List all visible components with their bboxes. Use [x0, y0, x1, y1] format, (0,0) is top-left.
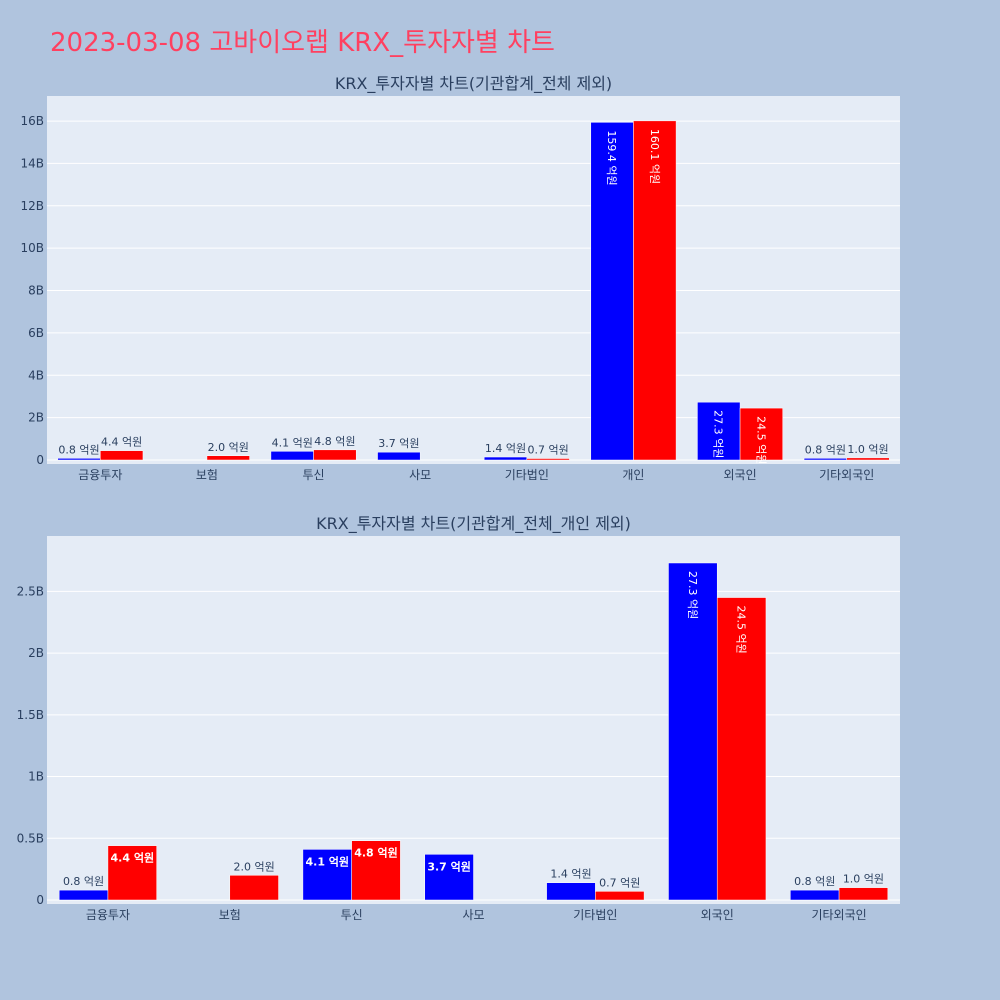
x-tick-label: 외국인 [724, 468, 757, 482]
bar [790, 889, 840, 901]
data-label: 27.3 억원 [686, 571, 699, 619]
x-tick-label: 사모 [462, 908, 484, 922]
data-label: 0.8 억원 [805, 443, 846, 456]
bar [377, 451, 421, 461]
bar [351, 840, 401, 901]
data-label: 0.8 억원 [794, 875, 835, 888]
bar [668, 562, 718, 901]
data-label: 1.4 억원 [485, 442, 526, 455]
data-label: 24.5 억원 [754, 416, 767, 464]
bar [57, 458, 101, 461]
x-tick-label: 사모 [409, 468, 431, 482]
bar [595, 891, 645, 901]
bar [100, 450, 144, 461]
x-tick-label: 기타법인 [505, 468, 549, 482]
bar [546, 882, 596, 901]
data-label: 4.1 억원 [272, 436, 313, 449]
bar [838, 887, 889, 901]
bar [302, 849, 352, 901]
bar [846, 457, 890, 461]
y-tick-label: 2B [28, 411, 44, 425]
y-tick-label: 4B [28, 368, 44, 382]
x-tick-label: 금융투자 [78, 468, 122, 482]
y-tick-label: 8B [28, 284, 44, 298]
bar [483, 456, 528, 461]
y-tick-label: 12B [20, 199, 44, 213]
y-tick-label: 0 [36, 893, 44, 907]
bar [313, 449, 357, 461]
data-label: 3.7 억원 [378, 437, 419, 450]
data-label: 4.8 억원 [354, 846, 398, 860]
chart-all-investors: KRX_투자자별 차트(기관합계_전체 제외) 0 2B 4B 6B 8B 10B 12B 14… [20, 74, 900, 482]
data-label: 0.7 억원 [528, 444, 569, 457]
y-tick-label: 1.5B [17, 708, 44, 722]
bar [526, 458, 570, 461]
chart-title: KRX_투자자별 차트(기관합계_전체 제외) [335, 74, 612, 94]
bar [424, 854, 474, 901]
y-tick-label: 2.5B [17, 584, 44, 598]
data-label: 0.8 억원 [58, 443, 99, 456]
y-tick-label: 16B [20, 114, 44, 128]
data-label: 160.1 억원 [648, 129, 661, 184]
x-tick-label: 개인 [622, 468, 644, 482]
data-label: 3.7 억원 [427, 859, 471, 873]
data-label: 1.0 억원 [847, 443, 888, 456]
y-tick-label: 10B [20, 241, 44, 255]
data-label: 4.8 억원 [314, 435, 355, 448]
data-label: 159.4 억원 [605, 130, 618, 185]
bar [107, 845, 157, 901]
bar [58, 889, 109, 901]
bar [803, 458, 847, 461]
data-label: 1.0 억원 [843, 873, 884, 886]
x-tick-label: 투신 [341, 908, 363, 922]
bar [590, 122, 634, 461]
x-tick-label: 보험 [219, 908, 241, 922]
plot-area [47, 96, 900, 464]
x-tick-label: 기타법인 [573, 908, 617, 922]
x-tick-label: 투신 [303, 468, 325, 482]
x-tick-label: 기타외국인 [819, 468, 874, 482]
y-tick-label: 1B [28, 770, 44, 784]
y-tick-label: 0.5B [17, 831, 44, 845]
data-label: 4.4 억원 [111, 851, 155, 865]
x-tick-label: 보험 [196, 468, 218, 482]
x-tick-label: 기타외국인 [811, 908, 866, 922]
bar [739, 407, 783, 461]
y-tick-label: 14B [20, 156, 44, 170]
bar [697, 401, 741, 461]
bar [716, 597, 767, 901]
bar [206, 455, 250, 461]
chart-excluding-individual: KRX_투자자별 차트(기관합계_전체_개인 제외) 0 0.5B 1B 1.5B 2B 2… [17, 514, 900, 922]
data-label: 4.1 억원 [305, 854, 349, 868]
x-tick-label: 금융투자 [86, 908, 130, 922]
y-tick-label: 6B [28, 326, 44, 340]
data-label: 2.0 억원 [234, 860, 275, 873]
y-tick-label: 0 [36, 453, 44, 467]
page-title: 2023-03-08 고바이오랩 KRX_투자자별 차트 [50, 28, 555, 58]
data-label: 27.3 억원 [712, 410, 725, 458]
bar [270, 451, 314, 461]
data-label: 2.0 억원 [208, 441, 249, 454]
y-tick-label: 2B [28, 646, 44, 660]
data-label: 0.7 억원 [599, 876, 640, 889]
data-label: 4.4 억원 [101, 436, 142, 449]
data-label: 1.4 억원 [550, 868, 591, 881]
bar [229, 875, 279, 901]
data-label: 24.5 억원 [735, 606, 748, 654]
data-label: 0.8 억원 [63, 875, 104, 888]
chart-title: KRX_투자자별 차트(기관합계_전체_개인 제외) [316, 514, 631, 534]
x-tick-label: 외국인 [701, 908, 734, 922]
bar [633, 120, 677, 461]
